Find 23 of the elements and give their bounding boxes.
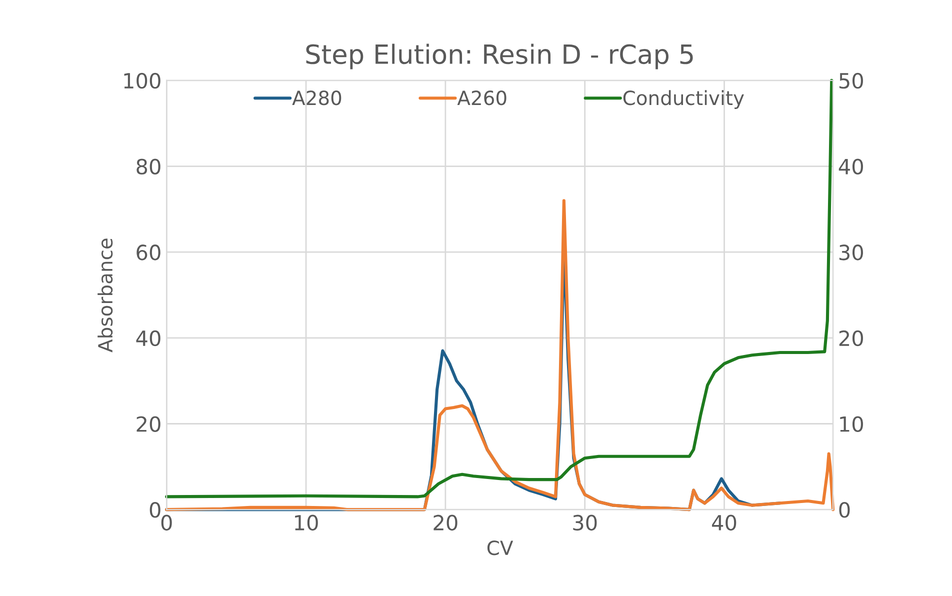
chart-title: Step Elution: Resin D - rCap 5 xyxy=(306,44,693,70)
y-tick-label: 20 xyxy=(136,416,160,432)
y-axis-title: Absorbance xyxy=(98,238,113,352)
y2-tick-label: 30 xyxy=(839,244,863,260)
x-tick-label: 10 xyxy=(295,514,318,531)
y2-tick-label: 0 xyxy=(839,502,850,518)
y2-tick-label: 50 xyxy=(839,72,863,89)
x-tick-label: 0 xyxy=(161,514,172,531)
y2-tick-label: 20 xyxy=(839,330,863,346)
x-tick-label: 30 xyxy=(573,514,597,531)
y-tick-label: 60 xyxy=(136,244,160,260)
y2-tick-label: 10 xyxy=(840,416,863,432)
y-tick-label: 100 xyxy=(124,72,160,89)
x-tick-label: 20 xyxy=(434,514,458,531)
legend-label: Conductivity xyxy=(623,90,744,109)
y2-tick-label: 40 xyxy=(838,158,863,174)
y-tick-label: 40 xyxy=(136,330,160,346)
x-axis-title: CV xyxy=(487,540,514,556)
x-tick-label: 40 xyxy=(712,514,736,531)
y-tick-label: 80 xyxy=(136,158,160,174)
legend-label: A260 xyxy=(457,90,506,106)
legend-label: A280 xyxy=(292,90,342,106)
y-tick-label: 0 xyxy=(150,502,160,518)
